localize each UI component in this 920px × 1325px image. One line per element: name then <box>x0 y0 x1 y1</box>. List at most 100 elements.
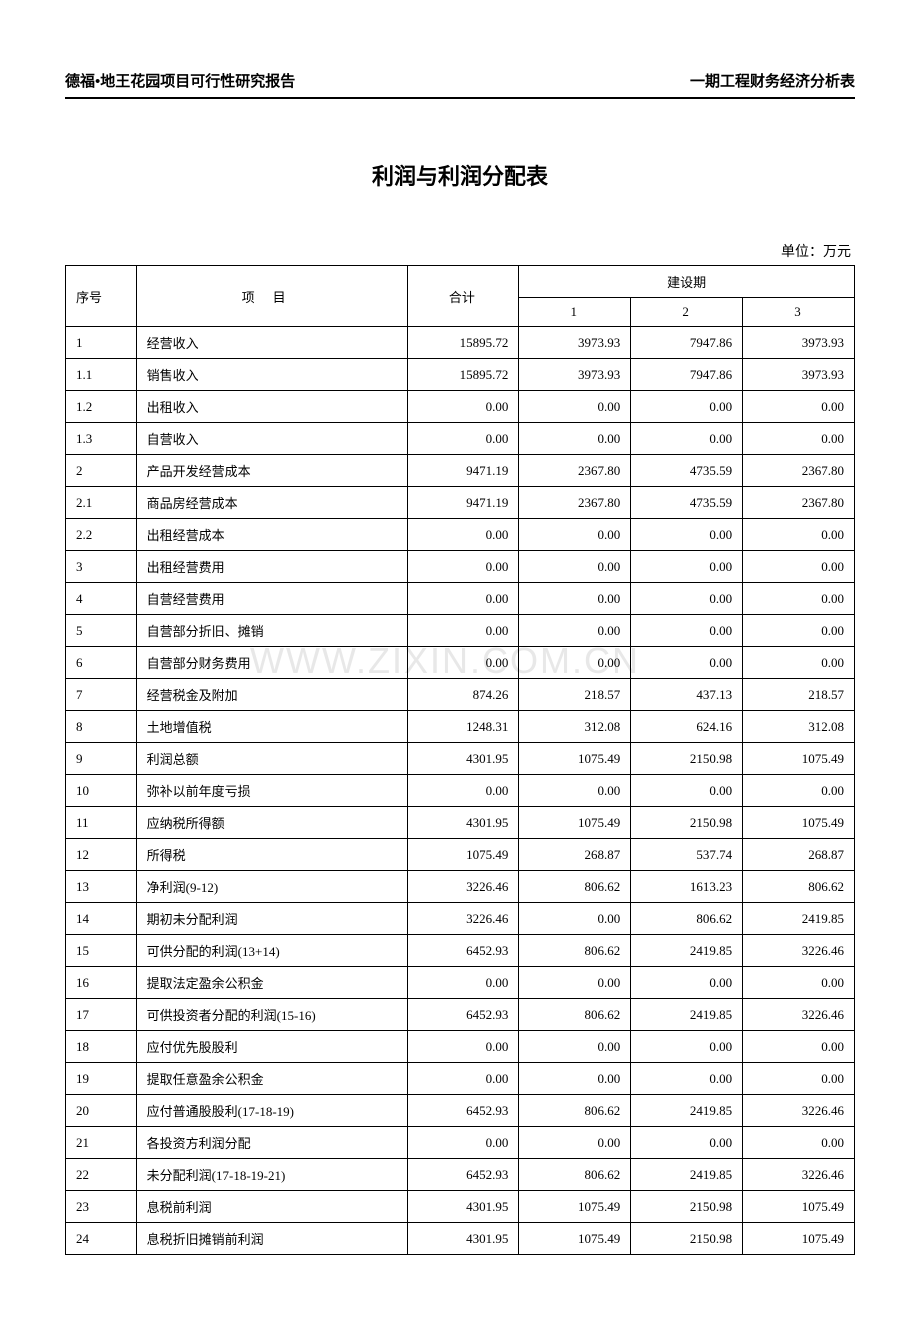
cell-p3: 2367.80 <box>743 487 855 519</box>
cell-p1: 1075.49 <box>519 743 631 775</box>
cell-seq: 1 <box>66 327 137 359</box>
cell-p1: 2367.80 <box>519 487 631 519</box>
cell-item: 自营部分财务费用 <box>136 647 407 679</box>
cell-item: 应付普通股股利(17-18-19) <box>136 1095 407 1127</box>
cell-item: 土地增值税 <box>136 711 407 743</box>
cell-p2: 0.00 <box>631 391 743 423</box>
cell-seq: 11 <box>66 807 137 839</box>
cell-p2: 0.00 <box>631 967 743 999</box>
cell-item: 息税前利润 <box>136 1191 407 1223</box>
cell-total: 15895.72 <box>407 359 519 391</box>
cell-p2: 2419.85 <box>631 1159 743 1191</box>
table-row: 18应付优先股股利0.000.000.000.00 <box>66 1031 855 1063</box>
cell-p1: 1075.49 <box>519 1223 631 1255</box>
cell-item: 经营税金及附加 <box>136 679 407 711</box>
cell-item: 提取法定盈余公积金 <box>136 967 407 999</box>
table-row: 19提取任意盈余公积金0.000.000.000.00 <box>66 1063 855 1095</box>
cell-total: 4301.95 <box>407 1191 519 1223</box>
table-row: 3出租经营费用0.000.000.000.00 <box>66 551 855 583</box>
cell-total: 9471.19 <box>407 455 519 487</box>
cell-total: 0.00 <box>407 647 519 679</box>
cell-item: 提取任意盈余公积金 <box>136 1063 407 1095</box>
cell-seq: 2.1 <box>66 487 137 519</box>
cell-p3: 0.00 <box>743 647 855 679</box>
cell-item: 应纳税所得额 <box>136 807 407 839</box>
table-row: 17可供投资者分配的利润(15-16)6452.93806.622419.853… <box>66 999 855 1031</box>
cell-p2: 2150.98 <box>631 1191 743 1223</box>
table-row: 2.2出租经营成本0.000.000.000.00 <box>66 519 855 551</box>
cell-p1: 0.00 <box>519 615 631 647</box>
cell-total: 4301.95 <box>407 743 519 775</box>
cell-p2: 2150.98 <box>631 743 743 775</box>
cell-p1: 0.00 <box>519 1063 631 1095</box>
cell-seq: 14 <box>66 903 137 935</box>
cell-seq: 9 <box>66 743 137 775</box>
cell-p2: 624.16 <box>631 711 743 743</box>
cell-p1: 1075.49 <box>519 1191 631 1223</box>
table-row: 8土地增值税1248.31312.08624.16312.08 <box>66 711 855 743</box>
table-row: 13净利润(9-12)3226.46806.621613.23806.62 <box>66 871 855 903</box>
table-row: 23息税前利润4301.951075.492150.981075.49 <box>66 1191 855 1223</box>
cell-item: 销售收入 <box>136 359 407 391</box>
cell-p1: 806.62 <box>519 1159 631 1191</box>
cell-p3: 0.00 <box>743 1031 855 1063</box>
cell-total: 4301.95 <box>407 807 519 839</box>
table-row: 1.3自营收入0.000.000.000.00 <box>66 423 855 455</box>
cell-p3: 0.00 <box>743 551 855 583</box>
cell-total: 15895.72 <box>407 327 519 359</box>
cell-p1: 3973.93 <box>519 359 631 391</box>
cell-p2: 537.74 <box>631 839 743 871</box>
table-row: 9利润总额4301.951075.492150.981075.49 <box>66 743 855 775</box>
cell-seq: 15 <box>66 935 137 967</box>
cell-p2: 0.00 <box>631 775 743 807</box>
cell-item: 可供分配的利润(13+14) <box>136 935 407 967</box>
cell-seq: 4 <box>66 583 137 615</box>
col-header-p1: 1 <box>519 298 631 327</box>
cell-p3: 0.00 <box>743 967 855 999</box>
cell-total: 0.00 <box>407 967 519 999</box>
cell-item: 自营经营费用 <box>136 583 407 615</box>
header-right: 一期工程财务经济分析表 <box>690 70 855 91</box>
cell-total: 0.00 <box>407 1063 519 1095</box>
cell-p2: 2419.85 <box>631 1095 743 1127</box>
cell-seq: 19 <box>66 1063 137 1095</box>
cell-seq: 2.2 <box>66 519 137 551</box>
cell-p1: 268.87 <box>519 839 631 871</box>
cell-p2: 0.00 <box>631 1063 743 1095</box>
header-row-1: 序号 项目 合计 建设期 <box>66 266 855 298</box>
cell-seq: 17 <box>66 999 137 1031</box>
cell-p2: 0.00 <box>631 551 743 583</box>
cell-item: 可供投资者分配的利润(15-16) <box>136 999 407 1031</box>
table-row: 7经营税金及附加874.26218.57437.13218.57 <box>66 679 855 711</box>
cell-p2: 7947.86 <box>631 359 743 391</box>
cell-item: 利润总额 <box>136 743 407 775</box>
cell-p1: 806.62 <box>519 935 631 967</box>
cell-p1: 2367.80 <box>519 455 631 487</box>
cell-item: 自营部分折旧、摊销 <box>136 615 407 647</box>
cell-seq: 1.3 <box>66 423 137 455</box>
table-row: 5自营部分折旧、摊销0.000.000.000.00 <box>66 615 855 647</box>
cell-total: 0.00 <box>407 1127 519 1159</box>
cell-seq: 1.1 <box>66 359 137 391</box>
cell-seq: 8 <box>66 711 137 743</box>
cell-p1: 0.00 <box>519 551 631 583</box>
cell-seq: 22 <box>66 1159 137 1191</box>
cell-p3: 0.00 <box>743 583 855 615</box>
cell-total: 6452.93 <box>407 1095 519 1127</box>
cell-p2: 4735.59 <box>631 455 743 487</box>
cell-p3: 218.57 <box>743 679 855 711</box>
cell-p3: 0.00 <box>743 423 855 455</box>
cell-p3: 0.00 <box>743 775 855 807</box>
cell-item: 商品房经营成本 <box>136 487 407 519</box>
unit-label: 单位：万元 <box>65 241 855 261</box>
table-row: 16提取法定盈余公积金0.000.000.000.00 <box>66 967 855 999</box>
table-row: 14期初未分配利润3226.460.00806.622419.85 <box>66 903 855 935</box>
cell-p3: 1075.49 <box>743 743 855 775</box>
cell-seq: 7 <box>66 679 137 711</box>
cell-p1: 806.62 <box>519 1095 631 1127</box>
cell-total: 4301.95 <box>407 1223 519 1255</box>
cell-p3: 0.00 <box>743 391 855 423</box>
cell-total: 0.00 <box>407 519 519 551</box>
cell-p2: 1613.23 <box>631 871 743 903</box>
cell-total: 3226.46 <box>407 903 519 935</box>
